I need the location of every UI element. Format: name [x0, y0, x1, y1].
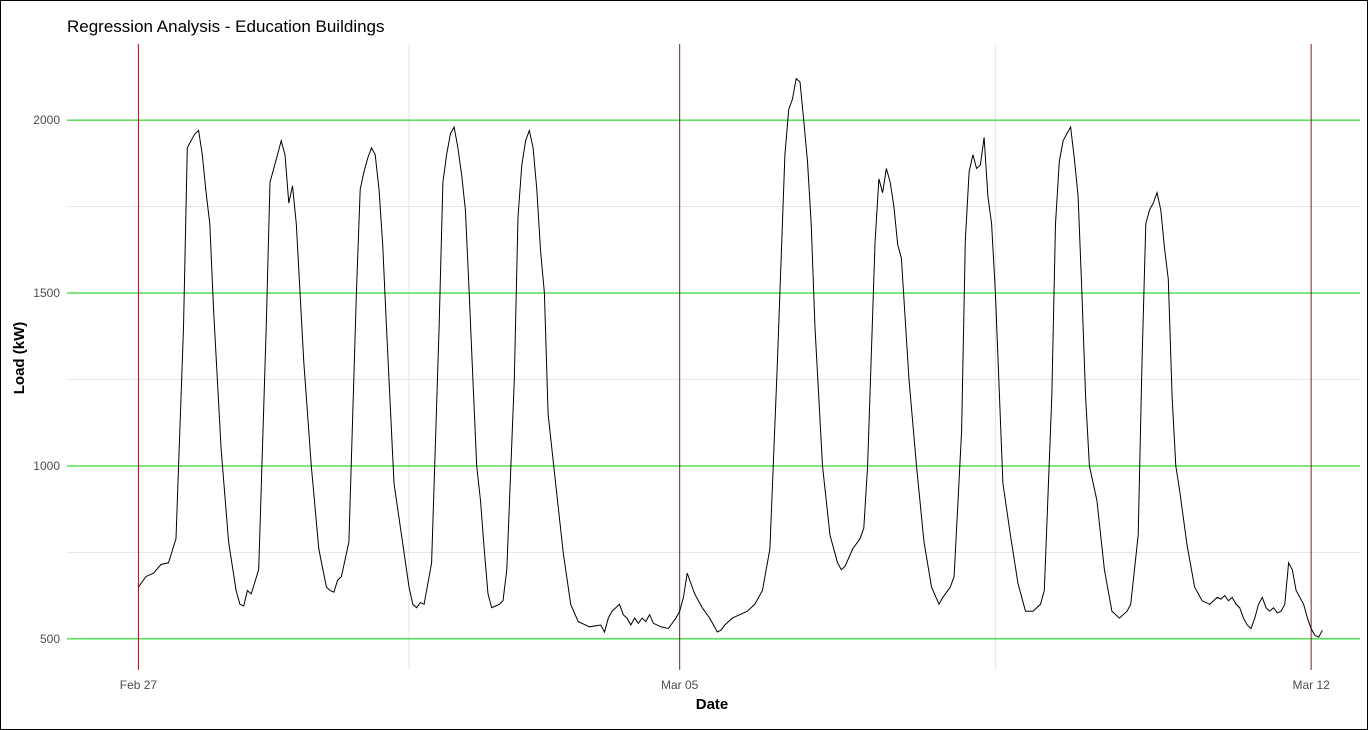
- x-axis-title: Date: [696, 696, 729, 713]
- reference-lines: [67, 44, 1360, 670]
- x-tick-label: Mar 05: [661, 678, 699, 692]
- y-tick-label: 2000: [33, 113, 60, 127]
- y-tick-label: 500: [40, 632, 60, 646]
- chart-title: Regression Analysis - Education Building…: [67, 17, 385, 36]
- y-tick-label: 1000: [33, 459, 60, 473]
- series-layer: [137, 77, 1323, 638]
- y-axis-title: Load (kW): [11, 322, 28, 395]
- load-series-line: [137, 77, 1323, 638]
- tick-labels: 500 1000 1500 2000 Feb 27 Mar 05 Mar 12: [33, 113, 1330, 692]
- x-tick-label: Feb 27: [120, 678, 158, 692]
- grid-layer: [67, 44, 1360, 670]
- x-tick-label: Mar 12: [1292, 678, 1330, 692]
- y-tick-label: 1500: [33, 286, 60, 300]
